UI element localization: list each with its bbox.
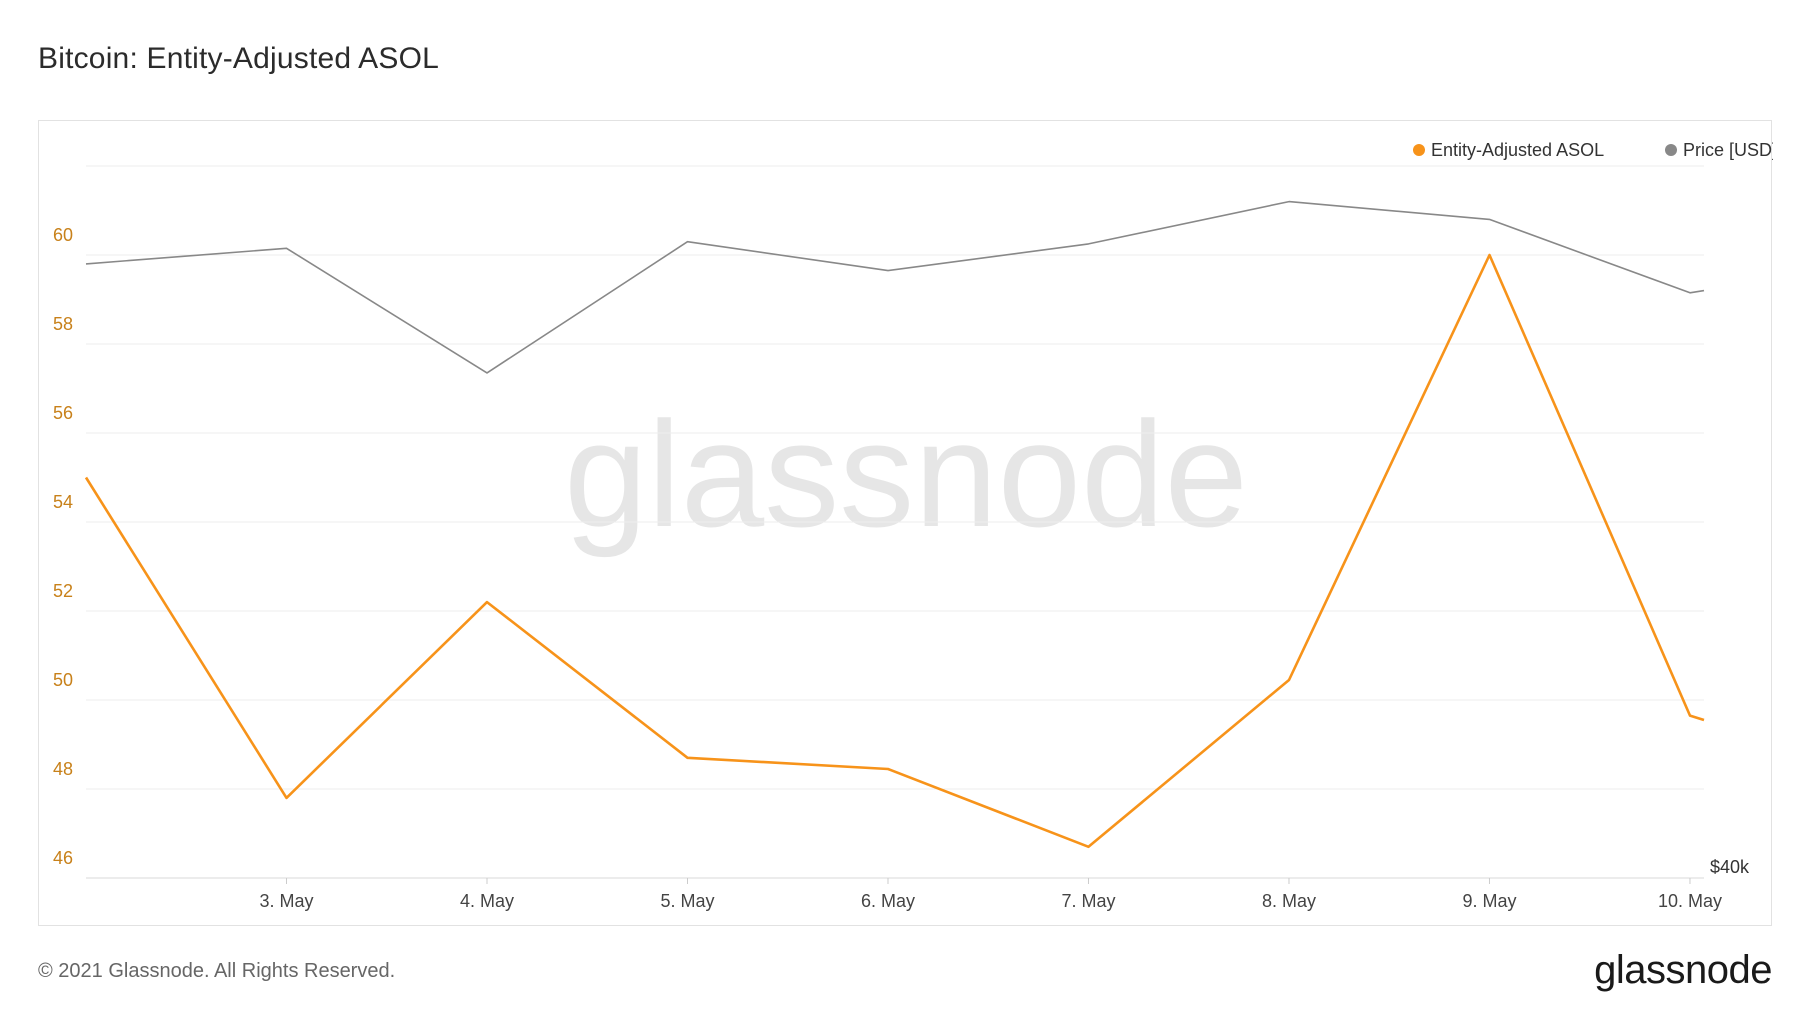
x-tick-label: 3. May — [259, 891, 313, 911]
y-tick-label: 60 — [53, 225, 73, 245]
x-tick-label: 6. May — [861, 891, 915, 911]
asol-series-line — [84, 253, 1705, 849]
x-tick-label: 5. May — [660, 891, 714, 911]
copyright-text: © 2021 Glassnode. All Rights Reserved. — [38, 960, 396, 982]
y-tick-label: 50 — [53, 670, 73, 690]
legend-label: Price [USD] — [1683, 140, 1773, 160]
y-tick-label: 58 — [53, 314, 73, 334]
x-tick-label: 9. May — [1462, 891, 1516, 911]
y-tick-label: 52 — [53, 581, 73, 601]
chart-title: Bitcoin: Entity-Adjusted ASOL — [38, 42, 440, 75]
y-right-tick-label: $40k — [1710, 857, 1750, 877]
chart-frame: glassnode 46 48 50 52 54 56 58 60 3. May 4. May 5. … — [38, 120, 1773, 926]
x-tick-label: 10. May — [1658, 891, 1722, 911]
chart-svg: glassnode 46 48 50 52 54 56 58 60 3. May 4. May 5. … — [53, 140, 1773, 911]
legend-marker — [1413, 144, 1425, 156]
y-tick-label: 46 — [53, 848, 73, 868]
y-tick-label: 56 — [53, 403, 73, 423]
price-series-line — [85, 200, 1705, 374]
y-tick-label: 48 — [53, 759, 73, 779]
glassnode-logo[interactable]: glassnode — [1594, 948, 1772, 992]
x-tick-label: 4. May — [460, 891, 514, 911]
watermark-text: glassnode — [564, 390, 1248, 558]
legend-label: Entity-Adjusted ASOL — [1431, 140, 1604, 160]
y-tick-label: 54 — [53, 492, 73, 512]
legend-marker — [1665, 144, 1677, 156]
x-tick-label: 8. May — [1262, 891, 1316, 911]
x-tick-label: 7. May — [1061, 891, 1115, 911]
